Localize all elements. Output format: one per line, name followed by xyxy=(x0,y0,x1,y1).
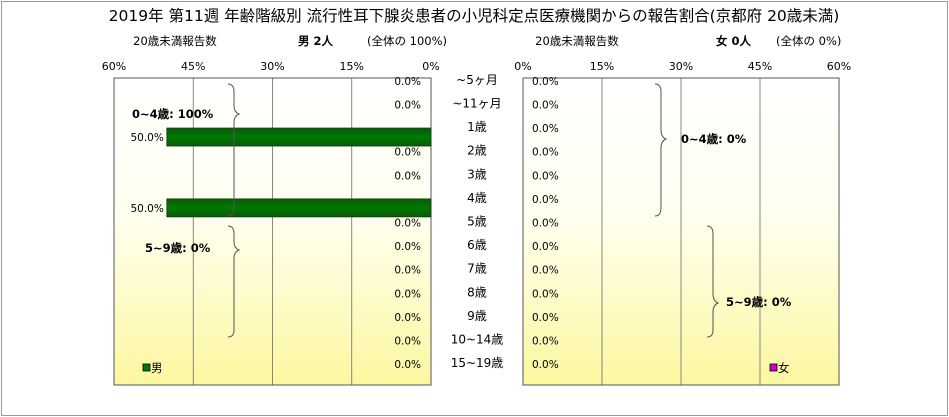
female-value-label: 0.0% xyxy=(532,312,559,324)
age-label: 2歳 xyxy=(467,144,487,158)
age-label: 8歳 xyxy=(467,285,487,299)
female-value-label: 0.0% xyxy=(532,359,559,371)
age-label: 3歳 xyxy=(467,167,487,181)
female-group-5-9-label: 5~9歳: 0% xyxy=(726,295,792,309)
male-tick-label: 15% xyxy=(340,60,364,73)
age-label: ~5ヶ月 xyxy=(456,73,498,87)
female-bracket-0-4 xyxy=(654,83,668,217)
female-tick-label: 60% xyxy=(827,60,851,73)
male-value-label: 0.0% xyxy=(394,170,421,182)
legend-male-label: 男 xyxy=(151,361,163,375)
female-value-label: 0.0% xyxy=(532,147,559,159)
male-tick-label: 45% xyxy=(181,60,205,73)
female-total-note: (全体の 0%) xyxy=(776,34,841,48)
age-label: 10~14歳 xyxy=(451,333,504,347)
female-value-label: 0.0% xyxy=(532,99,559,111)
female-value-label: 0.0% xyxy=(532,123,559,135)
female-value-label: 0.0% xyxy=(532,336,559,348)
male-value-label: 0.0% xyxy=(394,147,421,159)
male-group-0-4-label: 0~4歳: 100% xyxy=(132,107,214,121)
male-value-label: 0.0% xyxy=(394,359,421,371)
age-label: 4歳 xyxy=(467,191,487,205)
female-value-label: 0.0% xyxy=(532,288,559,300)
male-value-label: 0.0% xyxy=(394,218,421,230)
legend-male-swatch xyxy=(142,363,151,372)
male-bracket-5-9 xyxy=(227,225,241,338)
male-value-label: 0.0% xyxy=(394,312,421,324)
age-label: 5歳 xyxy=(467,215,487,229)
age-label: 15~19歳 xyxy=(451,356,504,370)
female-tick-label: 30% xyxy=(669,60,693,73)
male-under20-label: 20歳未満報告数 xyxy=(133,34,217,48)
male-plot-border xyxy=(113,77,432,386)
age-label: 1歳 xyxy=(467,120,487,134)
female-value-label: 0.0% xyxy=(532,194,559,206)
male-value-label: 0.0% xyxy=(394,336,421,348)
female-value-label: 0.0% xyxy=(532,218,559,230)
male-group-5-9-label: 5~9歳: 0% xyxy=(145,241,211,255)
female-value-label: 0.0% xyxy=(532,265,559,277)
values-layer: 0.0% 0.0% 0.0% 0.0% 50.0% 0.0% 0.0% 0.0% 0.0% 0.0… xyxy=(130,76,558,371)
female-tick-label: 15% xyxy=(590,60,614,73)
age-label: 9歳 xyxy=(467,309,487,323)
male-total-note: (全体の 100%) xyxy=(367,34,447,48)
female-plot-border xyxy=(522,77,840,386)
female-value-label: 0.0% xyxy=(532,241,559,253)
female-header: 女 0人 xyxy=(716,34,752,48)
male-value-label: 0.0% xyxy=(394,99,421,111)
female-group-0-4-label: 0~4歳: 0% xyxy=(681,132,747,146)
age-label: 7歳 xyxy=(467,262,487,276)
female-tick-label: 45% xyxy=(748,60,772,73)
female-tick-label: 0% xyxy=(514,60,531,73)
chart-title: 2019年 第11週 年齢階級別 流行性耳下腺炎患者の小児科定点医療機関からの報… xyxy=(109,7,840,25)
male-bracket-0-4 xyxy=(227,83,241,217)
male-value-label: 50.0% xyxy=(130,203,163,215)
male-bar xyxy=(166,127,432,147)
male-header: 男 2人 xyxy=(298,34,334,48)
male-bar xyxy=(166,198,432,218)
female-value-label: 0.0% xyxy=(532,170,559,182)
age-label: 6歳 xyxy=(467,238,487,252)
male-tick-label: 60% xyxy=(102,60,126,73)
male-value-label: 0.0% xyxy=(394,288,421,300)
male-value-label: 50.0% xyxy=(130,132,163,144)
male-value-label: 0.0% xyxy=(394,76,421,88)
female-under20-label: 20歳未満報告数 xyxy=(535,34,619,48)
male-value-label: 0.0% xyxy=(394,241,421,253)
female-bracket-5-9 xyxy=(706,225,720,338)
male-tick-label: 30% xyxy=(260,60,284,73)
male-value-label: 0.0% xyxy=(394,265,421,277)
female-value-label: 0.0% xyxy=(532,76,559,88)
male-tick-label: 0% xyxy=(422,60,439,73)
age-label: ~11ヶ月 xyxy=(452,96,501,110)
ages-layer: ~5ヶ月 ~11ヶ月 1歳 2歳 3歳 4歳 5歳 6歳 7歳 8歳 9歳 10~14歳 15~19歳 xyxy=(451,73,504,370)
legend-female-swatch xyxy=(769,363,778,372)
legend-female-label: 女 xyxy=(778,361,790,375)
ticks-layer: 60% 45% 30% 15% 0% 0% 15% 30% 45% 60% xyxy=(102,60,851,73)
